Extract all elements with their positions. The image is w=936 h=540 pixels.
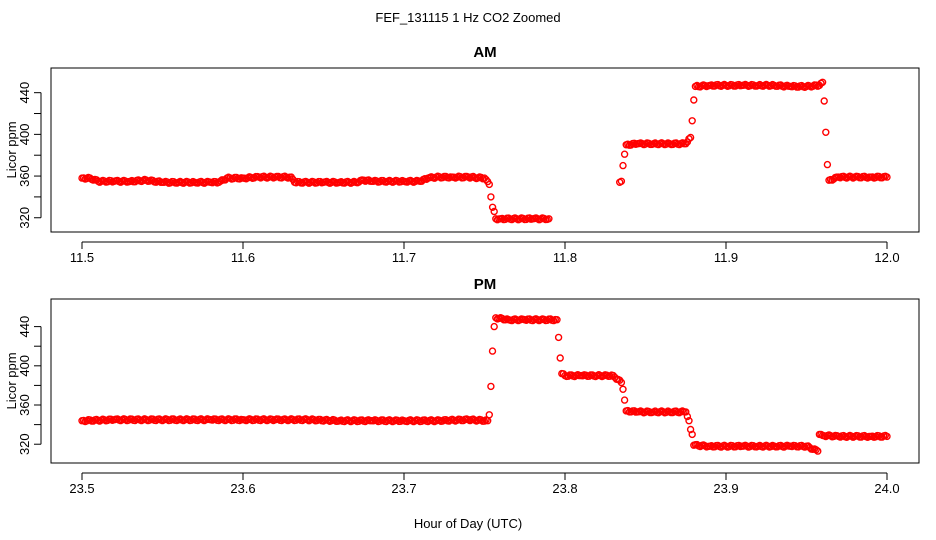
data-point [682, 139, 690, 148]
y-tick-label: 360 [17, 165, 32, 187]
y-axis-label: Licor ppm [4, 121, 19, 178]
data-point [556, 354, 564, 362]
x-tick-label: 11.6 [231, 250, 255, 265]
x-tick-label: 11.7 [392, 250, 416, 265]
y-tick-label: 440 [17, 316, 32, 338]
y-tick-label: 400 [17, 355, 32, 377]
y-tick-label: 320 [17, 207, 32, 229]
data-point [485, 180, 493, 189]
x-tick-label: 24.0 [874, 481, 899, 496]
y-axis: 320 360 400 440 [17, 316, 42, 455]
data-point [487, 382, 495, 391]
data-point [216, 177, 225, 185]
data-points [78, 78, 891, 224]
data-point [688, 430, 696, 439]
figure-title: FEF_131115 1 Hz CO2 Zoomed [375, 10, 560, 25]
data-point [690, 96, 698, 104]
data-point [620, 150, 629, 158]
x-tick-label: 12.0 [874, 250, 899, 265]
data-point [487, 193, 495, 201]
y-axis-label: Licor ppm [4, 352, 19, 409]
data-point [685, 135, 693, 143]
data-point [682, 408, 690, 416]
x-axis: 11.5 11.6 11.7 11.8 11.9 12.0 [70, 241, 900, 265]
x-tick-label: 23.8 [552, 481, 577, 496]
data-point [883, 432, 891, 441]
data-point [490, 322, 498, 331]
y-tick-label: 360 [17, 394, 32, 416]
data-point [883, 173, 891, 181]
data-point [617, 177, 626, 186]
plot-frame [50, 67, 920, 233]
data-point [545, 215, 553, 223]
data-point [823, 160, 832, 169]
data-point [485, 411, 493, 419]
data-point [812, 446, 820, 454]
y-tick-label: 440 [17, 82, 32, 104]
data-point [617, 378, 626, 387]
data-point [818, 78, 827, 87]
x-tick-label: 23.7 [391, 481, 416, 496]
data-point [685, 417, 693, 425]
x-tick-label: 23.6 [230, 481, 255, 496]
data-point [814, 447, 822, 455]
x-tick-label: 23.9 [713, 481, 738, 496]
x-tick-label: 11.5 [70, 250, 94, 265]
data-point [619, 385, 627, 393]
panel-am: AM Licor ppm 11.5 11.6 11.7 11.8 11.9 12.0 32… [4, 44, 920, 265]
data-point [620, 396, 629, 404]
x-tick-label: 11.8 [553, 250, 577, 265]
y-tick-label: 320 [17, 433, 32, 455]
panel-title: PM [474, 276, 497, 293]
data-point [822, 128, 830, 137]
y-axis: 320 360 400 440 [17, 82, 42, 229]
data-point [820, 97, 828, 105]
data-point [488, 203, 497, 212]
data-point [686, 133, 695, 142]
figure-x-label: Hour of Day (UTC) [414, 516, 522, 531]
data-point [554, 333, 563, 342]
data-point [553, 316, 561, 324]
panel-pm: PM Licor ppm 23.5 23.6 23.7 23.8 23.9 24.0 32… [4, 276, 920, 496]
plot-frame [50, 298, 920, 464]
data-point [211, 177, 220, 186]
x-tick-label: 11.9 [714, 250, 738, 265]
data-point [488, 347, 497, 355]
x-tick-label: 23.5 [69, 481, 94, 496]
x-axis: 23.5 23.6 23.7 23.8 23.9 24.0 [69, 472, 900, 496]
data-point [683, 412, 692, 421]
data-points [78, 314, 891, 455]
data-point [619, 161, 627, 170]
data-point [688, 117, 696, 125]
y-tick-label: 400 [17, 124, 32, 146]
panel-title: AM [473, 44, 496, 61]
data-point [490, 207, 498, 216]
